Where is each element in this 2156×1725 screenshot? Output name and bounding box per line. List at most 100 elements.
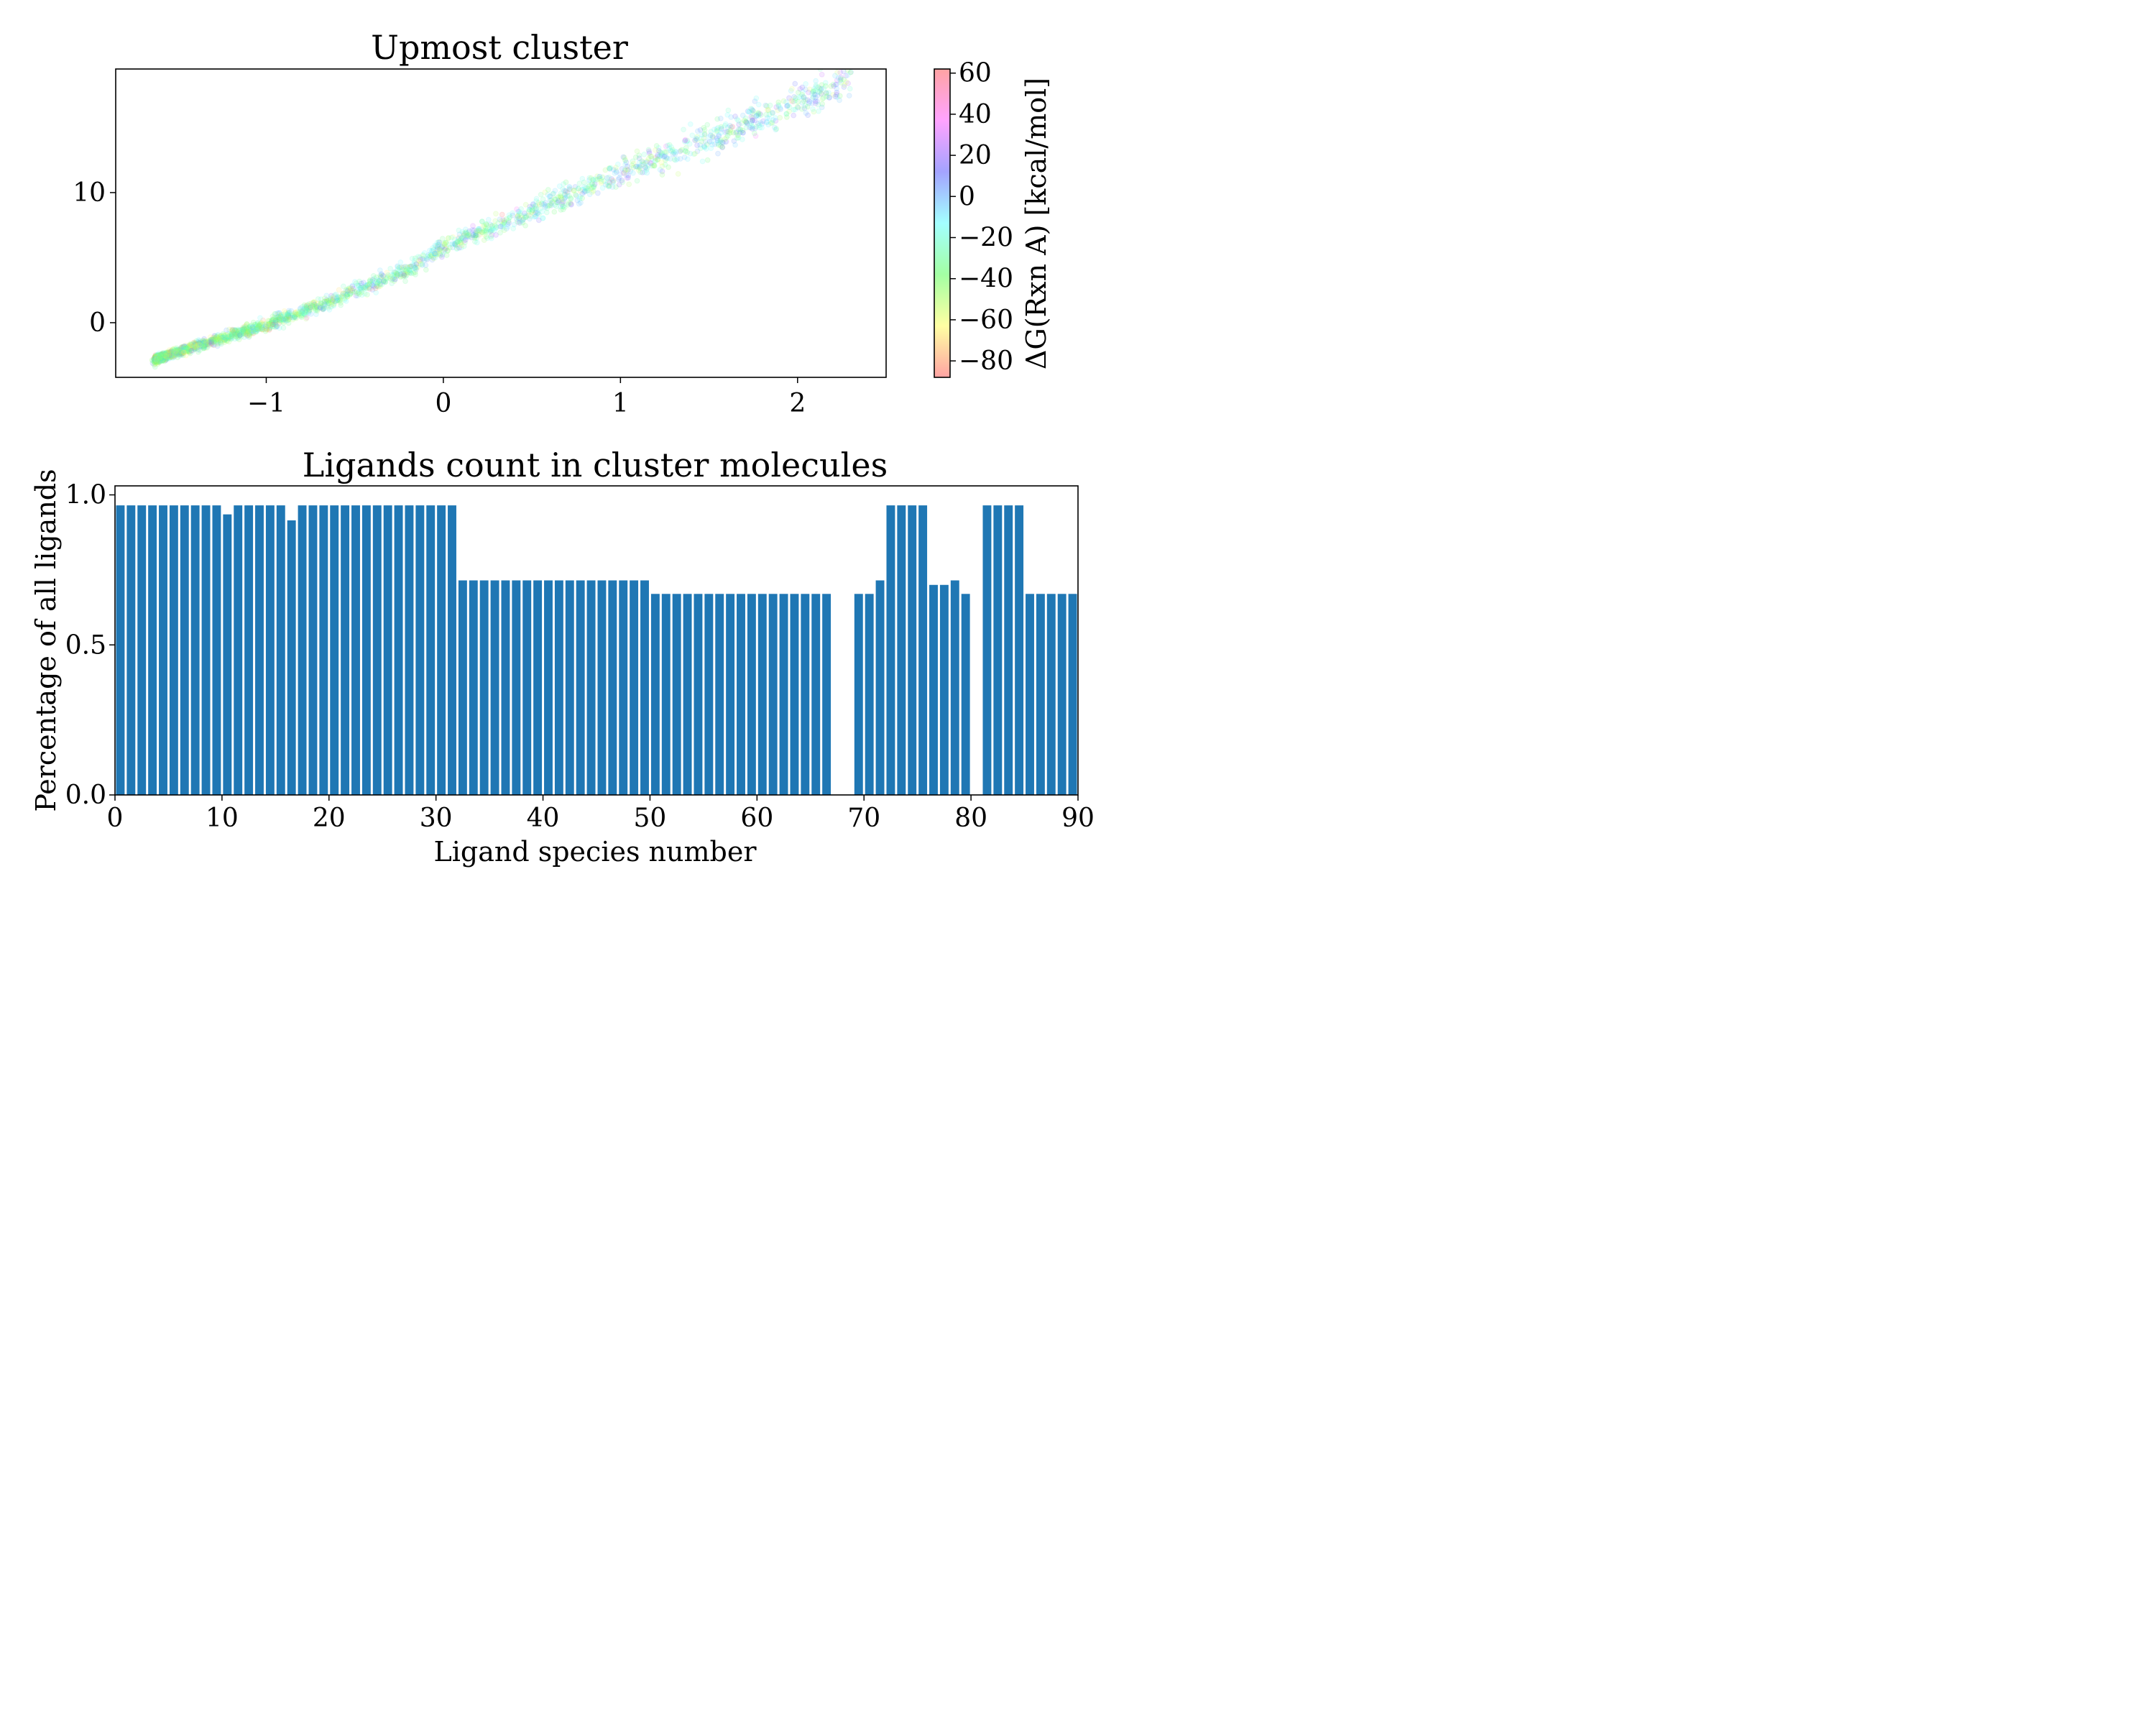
bar [608,580,617,795]
scatter-point [846,93,852,98]
scatter-point [286,316,292,322]
scatter-point [536,211,542,218]
scatter-point [556,199,562,206]
scatter-point [201,341,208,348]
colorbar-tick-label: 60 [959,59,992,88]
scatter-point [552,188,558,194]
scatter-point [188,347,195,354]
colorbar-tick-label: −20 [959,224,1013,253]
bar-x-ticks: 0 10 20 30 40 50 60 70 80 90 [107,795,1095,833]
scatter-point [548,201,555,206]
scatter-point [157,353,163,359]
scatter-point [318,300,324,306]
scatter-point [188,344,195,350]
scatter-point [155,356,161,363]
scatter-point [586,177,592,183]
bar [630,580,639,795]
scatter-point [164,353,170,359]
scatter-point [389,280,395,287]
scatter-point [819,71,825,78]
colorbar-tick-label: 0 [959,182,975,211]
scatter-point [767,102,773,109]
scatter-point [616,181,622,188]
scatter-point [165,350,171,356]
scatter-point [154,353,160,359]
scatter-point [732,114,738,119]
scatter-point [516,220,522,226]
scatter-point [681,126,686,133]
scatter-point [488,234,494,239]
scatter-point [507,214,513,221]
scatter-x-tick-label: 0 [435,389,451,418]
bar [929,584,938,795]
scatter-point [548,197,554,203]
scatter-point [304,315,310,321]
scatter-point [751,130,757,137]
scatter-point [795,104,801,111]
scatter-point [511,221,517,228]
scatter-point [641,151,648,157]
scatter-point [260,317,266,323]
scatter-point [565,200,571,206]
scatter-point [541,201,548,208]
scatter-point [612,170,618,176]
scatter-point [326,298,333,303]
scatter-point [379,272,385,278]
scatter-point [189,345,195,351]
bar-y-tick-label: 0.0 [65,781,106,810]
bar [811,594,821,795]
scatter-point [162,353,169,359]
scatter-point [170,352,176,358]
scatter-point [426,247,433,254]
scatter-point [360,284,367,290]
bar [319,505,328,795]
scatter-point [626,181,632,188]
scatter-point [658,160,665,165]
scatter-point [229,326,236,333]
scatter-point [714,129,720,135]
scatter-point [607,165,614,171]
scatter-point [484,221,489,227]
scatter-point [437,247,443,254]
bar [908,505,917,795]
scatter-point [153,356,160,362]
scatter-point [493,225,499,231]
scatter-point [167,353,172,359]
scatter-point [177,348,183,354]
scatter-point [791,112,797,119]
scatter-point [248,329,254,336]
scatter-point [290,312,296,318]
scatter-point [659,172,665,178]
scatter-point [207,336,213,343]
scatter-point [531,213,538,220]
scatter-point [432,250,438,257]
scatter-point [295,310,302,317]
scatter-point [175,349,180,355]
bar [918,505,928,795]
scatter-point [752,133,759,139]
scatter-point [683,144,689,151]
scatter-point [236,331,242,337]
scatter-point [284,311,290,318]
scatter-point [223,335,229,341]
scatter-point [201,339,208,345]
scatter-point [423,262,429,268]
bar [726,594,735,795]
scatter-point [158,354,164,360]
scatter-point [234,335,240,341]
scatter-point [230,330,236,336]
scatter-point [551,208,558,215]
bar [148,505,157,795]
scatter-point [552,196,558,203]
scatter-point [198,344,204,350]
scatter-point [777,114,783,121]
scatter-point [155,355,161,362]
scatter-point [318,296,324,303]
scatter-point [341,293,346,300]
bar [554,580,563,795]
bar [190,505,200,795]
scatter-point [576,180,583,187]
bar [544,580,553,795]
scatter-point [501,219,507,226]
scatter-point [303,305,309,310]
